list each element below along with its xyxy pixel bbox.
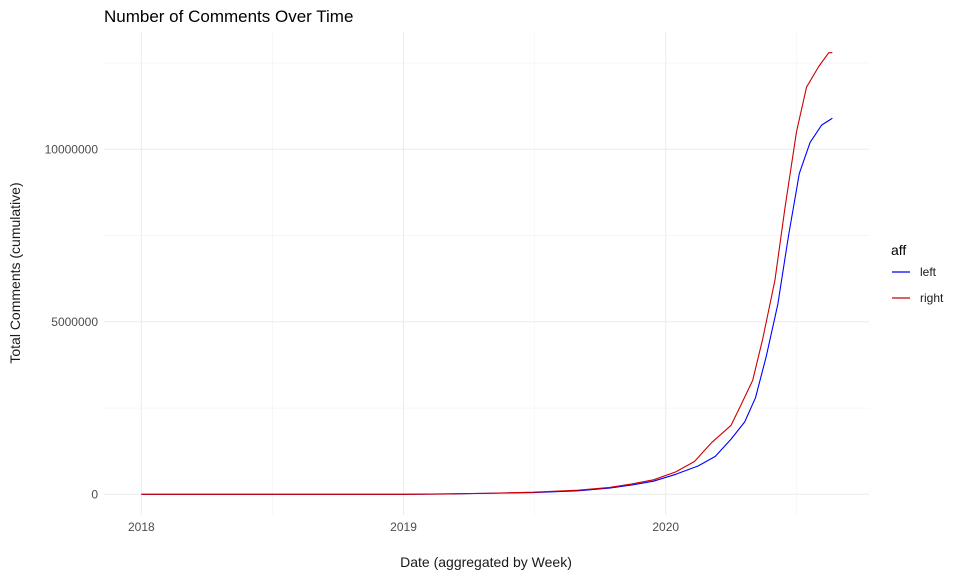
- y-tick-label: 0: [91, 487, 98, 501]
- series-lines: [141, 52, 833, 495]
- legend-items: left right: [892, 265, 944, 305]
- chart-title: Number of Comments Over Time: [104, 7, 353, 26]
- y-tick-label: 5000000: [51, 315, 98, 329]
- legend-label-right: right: [920, 291, 944, 305]
- grid: [104, 32, 869, 515]
- x-tick-label: 2018: [128, 520, 155, 534]
- series-line-right: [141, 52, 833, 495]
- legend-title: aff: [891, 242, 906, 258]
- y-tick-label: 10000000: [45, 142, 99, 156]
- y-axis-ticks: 0 5000000 10000000: [45, 142, 99, 501]
- x-axis-title: Date (aggregated by Week): [400, 554, 572, 570]
- series-line-left: [141, 117, 833, 495]
- x-tick-label: 2019: [390, 520, 417, 534]
- x-tick-label: 2020: [652, 520, 679, 534]
- legend-label-left: left: [920, 265, 937, 279]
- legend: aff left right: [891, 242, 944, 305]
- x-axis-ticks: 2018 2019 2020: [128, 520, 679, 534]
- y-axis-title: Total Comments (cumulative): [7, 182, 23, 363]
